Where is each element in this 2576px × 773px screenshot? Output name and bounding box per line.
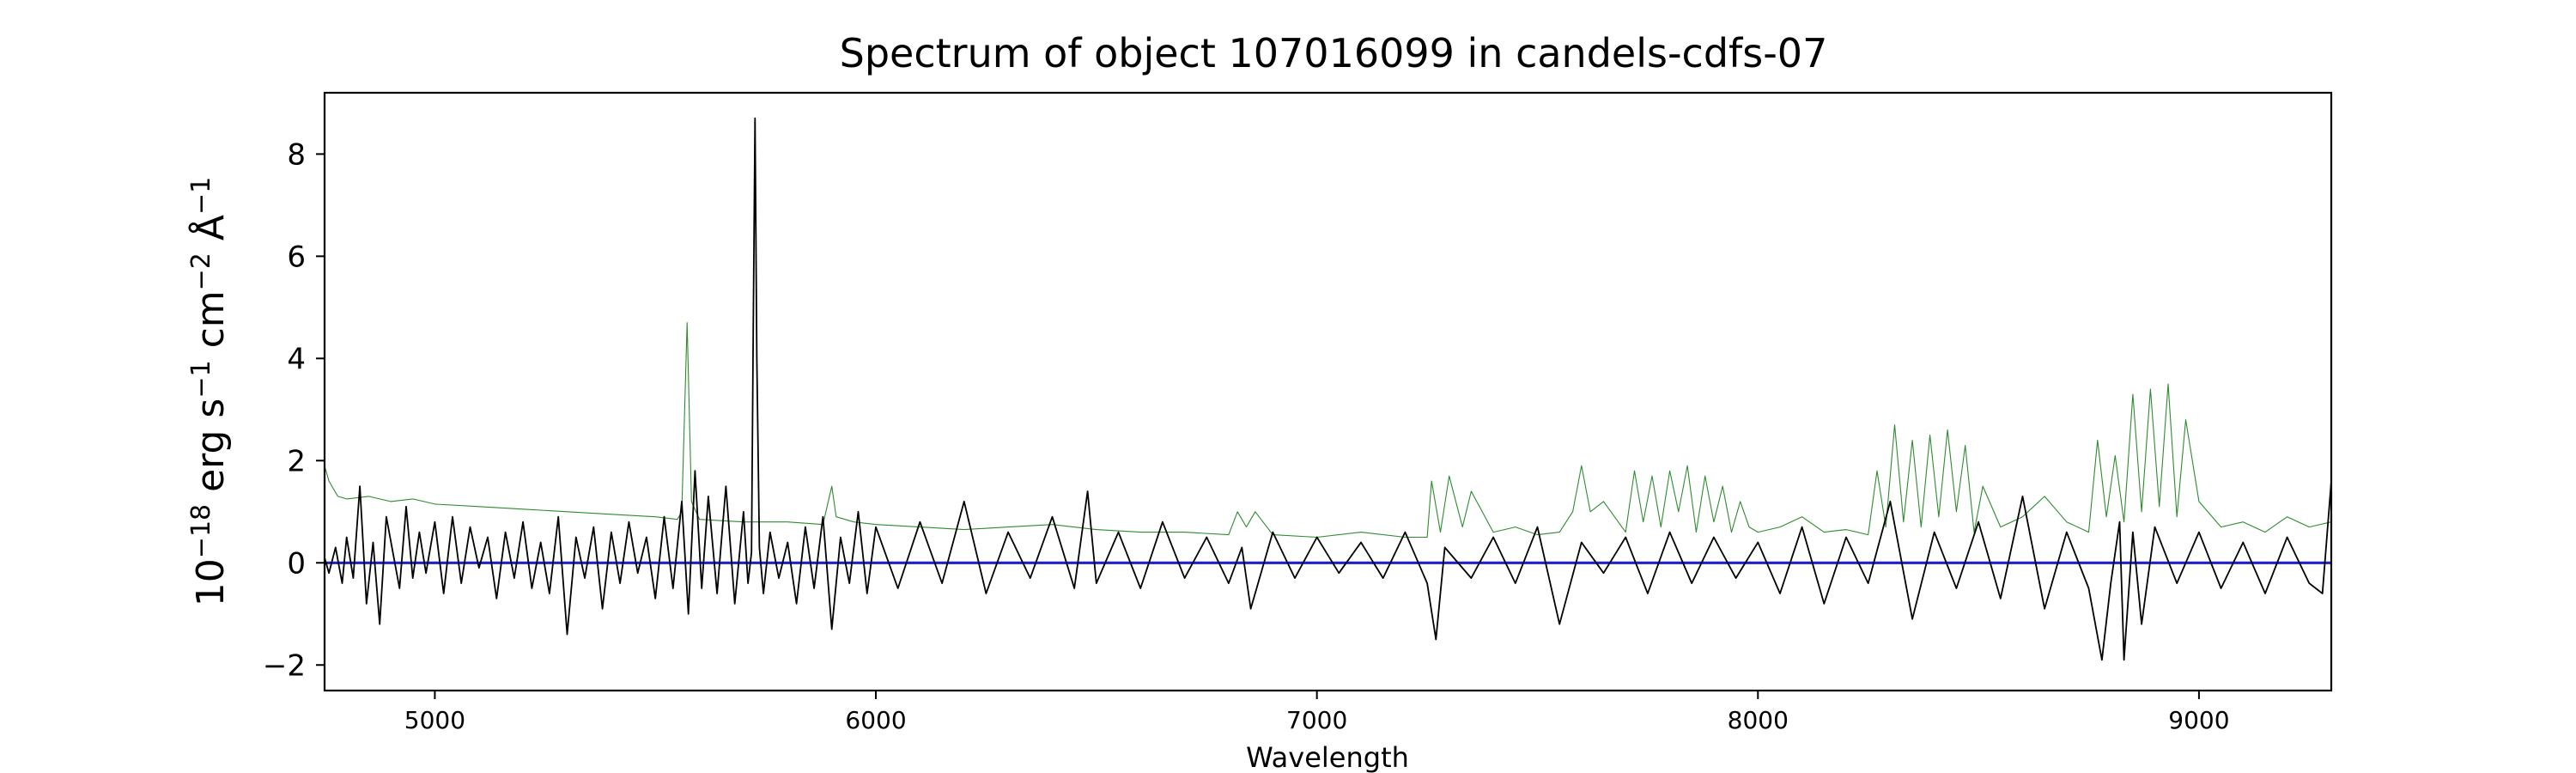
y-tick-label: −2 <box>263 648 306 683</box>
y-axis-label-exponent: −1 <box>186 177 216 215</box>
y-tick-label: 0 <box>287 546 306 581</box>
y-axis-label: 10−18 erg s−1 cm−2 Å−1 <box>186 177 233 606</box>
y-axis-label-text: erg s <box>189 399 233 504</box>
chart-title: Spectrum of object 107016099 in candels-… <box>840 30 1828 76</box>
axis-ticks: 5000 6000 7000 8000 9000 −2 0 2 4 6 8 <box>263 137 2230 734</box>
y-tick-label: 4 <box>287 342 306 376</box>
y-axis-label-text: 10 <box>189 558 233 606</box>
y-axis-label-exponent: −1 <box>186 360 216 398</box>
x-tick-label: 5000 <box>404 706 465 734</box>
y-axis-label-text: Å <box>187 215 233 253</box>
y-tick-label: 8 <box>287 137 306 172</box>
plot-frame <box>323 91 2333 692</box>
x-tick-label: 8000 <box>1728 706 1789 734</box>
y-tick-label: 6 <box>287 240 306 274</box>
y-axis-label-exponent: −18 <box>186 504 216 558</box>
x-tick-label: 7000 <box>1286 706 1347 734</box>
x-axis-label: Wavelength <box>1246 741 1409 773</box>
plot-area <box>325 117 2331 661</box>
y-tick-label: 2 <box>287 444 306 478</box>
y-axis-label-exponent: −2 <box>186 253 216 290</box>
series-line-flux <box>325 117 2331 661</box>
series-line-error <box>325 322 2331 539</box>
x-tick-label: 9000 <box>2168 706 2229 734</box>
x-tick-label: 6000 <box>845 706 906 734</box>
y-axis-label-text: cm <box>189 290 233 360</box>
